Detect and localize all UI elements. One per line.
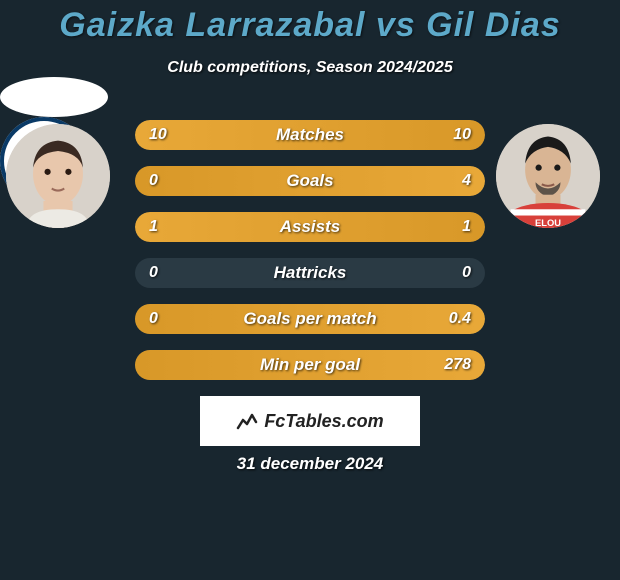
branding-badge: FcTables.com xyxy=(200,396,420,446)
stat-label: Goals xyxy=(135,166,485,196)
player-left-avatar xyxy=(6,124,110,228)
stat-row: 278Min per goal xyxy=(135,350,485,380)
stat-value-right: 278 xyxy=(444,350,471,380)
stat-value-left: 1 xyxy=(149,212,158,242)
stat-value-left: 0 xyxy=(149,166,158,196)
svg-text:ELOU: ELOU xyxy=(535,218,561,228)
snapshot-date: 31 december 2024 xyxy=(0,454,620,474)
stat-row: 0 0Hattricks xyxy=(135,258,485,288)
branding-icon xyxy=(236,410,258,432)
stat-value-right: 1 xyxy=(462,212,471,242)
stat-row: 0 4Goals xyxy=(135,166,485,196)
stat-label: Assists xyxy=(135,212,485,242)
stat-row: 0 0.4Goals per match xyxy=(135,304,485,334)
stat-label: Matches xyxy=(135,120,485,150)
comparison-subtitle: Club competitions, Season 2024/2025 xyxy=(0,59,620,77)
stats-container: 1010Matches04Goals11Assists00Hattricks00… xyxy=(135,120,485,396)
comparison-title: Gaizka Larrazabal vs Gil Dias xyxy=(0,0,620,45)
stat-label: Min per goal xyxy=(135,350,485,380)
stat-value-left: 0 xyxy=(149,258,158,288)
stat-row: 1 1Assists xyxy=(135,212,485,242)
stat-label: Hattricks xyxy=(135,258,485,288)
stat-row: 10 10Matches xyxy=(135,120,485,150)
player-right-avatar: ELOU xyxy=(496,124,600,228)
stat-value-right: 4 xyxy=(462,166,471,196)
stat-value-right: 0.4 xyxy=(449,304,471,334)
stat-label: Goals per match xyxy=(135,304,485,334)
stat-value-left: 0 xyxy=(149,304,158,334)
stat-value-left: 10 xyxy=(149,120,167,150)
stat-value-right: 0 xyxy=(462,258,471,288)
stat-value-right: 10 xyxy=(453,120,471,150)
branding-text: FcTables.com xyxy=(264,411,383,432)
player-left-club-logo xyxy=(0,77,108,117)
